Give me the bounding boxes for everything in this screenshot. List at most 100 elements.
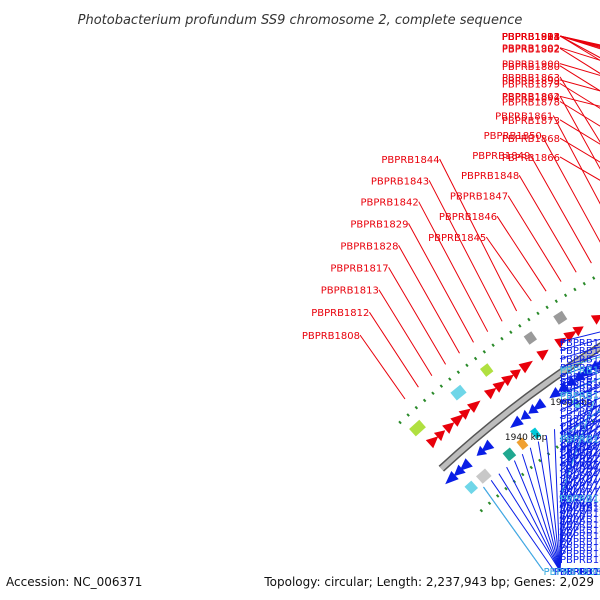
forward-gene-arrow [572, 326, 584, 337]
reverse-gene-label: PBPRB1907 [560, 363, 600, 374]
leader-line [537, 441, 561, 572]
reverse-feature-block [464, 480, 478, 495]
forward-gene-arrow [501, 374, 514, 387]
forward-gene-arrow [425, 436, 439, 449]
forward-gene-label: PBPRB1849 [472, 151, 530, 162]
reverse-gene-label: PBPRB1851 [560, 526, 600, 537]
leader-line [559, 436, 600, 472]
leader-line [559, 47, 600, 74]
reverse-gene-label: PBPRB1814 [560, 567, 600, 578]
ruler-label: 1940 kbp [505, 433, 548, 443]
leader-line [368, 311, 419, 388]
leader-line [559, 79, 600, 92]
reverse-gene-label: PBPRB1874 [560, 502, 600, 513]
leader-line [559, 448, 600, 486]
map-title: Photobacterium profundum SS9 chromosome … [78, 13, 523, 28]
forward-gene-label: PBPRB1842 [361, 198, 419, 209]
leader-line [559, 83, 600, 109]
leader-line [559, 460, 600, 542]
leader-line [428, 180, 503, 322]
leader-line [498, 473, 561, 572]
forward-gene-label: PBPRB1808 [302, 331, 360, 342]
forward-gene-arrow [458, 408, 471, 420]
forward-gene-label: PBPRB1913 [502, 32, 560, 43]
reverse-gene-label: PBPRB1892 [560, 445, 600, 456]
forward-gene-label: PBPRB1868 [502, 134, 560, 145]
leader-line [529, 447, 561, 572]
forward-gene-label: PBPRB1893 [502, 32, 560, 43]
reverse-gene-arrow [532, 398, 547, 411]
reverse-gene-arrow [520, 409, 532, 420]
topology-summary: Topology: circular; Length: 2,237,943 bp… [263, 575, 594, 589]
forward-gene-label: PBPRB1861 [495, 112, 553, 123]
forward-gene-label: PBPRB1879 [502, 80, 560, 91]
reverse-gene-label: PBPRB1897 [560, 338, 600, 349]
leader-line [408, 223, 474, 343]
reverse-gene-label: PBPRB1906 [560, 355, 600, 366]
forward-gene-label: PBPRB1850 [484, 131, 542, 142]
leader-line [559, 404, 600, 434]
forward-gene-label: PBPRB1845 [428, 233, 486, 244]
forward-gene-label: PBPRB1863 [502, 73, 560, 84]
reverse-gene-label: PBPRB1872 [560, 495, 600, 506]
reverse-gene-label: PBPRB1885 [560, 399, 600, 410]
reverse-gene-label: PBPRB1896 [560, 462, 600, 473]
reverse-gene-label: PBPRB1822 [560, 498, 600, 509]
reverse-feature-block [530, 427, 542, 440]
reverse-gene-label: PBPRB1865 [560, 467, 600, 478]
leader-line [559, 156, 600, 181]
ruler-label: 1960 kbp [550, 398, 593, 408]
leader-line [559, 119, 600, 145]
reverse-gene-arrow [510, 415, 524, 428]
forward-feature-block [523, 331, 537, 345]
forward-gene-label: PBPRB1894 [502, 92, 560, 103]
forward-gene-arrow [590, 314, 600, 325]
reverse-gene-arrow [566, 376, 578, 386]
reverse-gene-label: PBPRB1824 [560, 504, 600, 515]
forward-feature-block [553, 310, 568, 325]
forward-gene-label: PBPRB1866 [502, 153, 560, 164]
leader-line [388, 267, 447, 365]
forward-gene-label: PBPRB1829 [350, 219, 408, 230]
leader-line [559, 365, 600, 382]
feature-tracks [398, 272, 600, 513]
reverse-gene-label: PBPRB1854 [560, 543, 600, 554]
forward-gene-label: PBPRB1862 [502, 92, 560, 103]
reverse-gene-label: PBPRB1821 [560, 567, 600, 578]
reverse-gene-label: PBPRB1867 [560, 474, 600, 485]
leader-line [559, 95, 600, 170]
reverse-gene-label: PBPRB1841 [560, 520, 600, 531]
leader-line [513, 460, 561, 572]
forward-gene-label: PBPRB1817 [330, 263, 388, 274]
reverse-gene-label: PBPRB1806 [560, 567, 600, 578]
leader-line [559, 485, 600, 560]
leader-line [559, 400, 595, 499]
leader-line [398, 245, 460, 354]
forward-gene-label: PBPRB1883 [502, 32, 560, 43]
reverse-gene-label: PBPRB1856 [560, 555, 600, 566]
leader-line [559, 468, 600, 548]
reverse-gene-label: PBPRB1789 [554, 567, 600, 578]
reverse-gene-label: PBPRB1853 [560, 537, 600, 548]
forward-gene-label: PBPRB1848 [461, 171, 519, 182]
forward-gene-label: PBPRB1828 [340, 241, 398, 252]
reverse-gene-label: PBPRB1827 [560, 509, 600, 520]
reverse-gene-arrow [459, 458, 473, 471]
leader-line [521, 453, 561, 572]
forward-gene-arrow [492, 380, 506, 393]
forward-feature-block [480, 363, 494, 377]
reverse-feature-block [516, 437, 529, 450]
forward-gene-arrow [483, 387, 497, 400]
leader-line [559, 76, 600, 143]
leader-line [554, 429, 561, 572]
leader-line [439, 158, 518, 312]
accession-text: Accession: NC_006371 [6, 575, 142, 589]
leader-line [496, 215, 547, 292]
leader-line [545, 435, 561, 572]
leader-line [485, 236, 532, 302]
reverse-gene-label: PBPRB1916 [560, 381, 600, 392]
forward-gene-label: PBPRB1813 [321, 286, 379, 297]
leader-line [559, 411, 580, 498]
reverse-gene-label: PBPRB1838 [560, 515, 600, 526]
